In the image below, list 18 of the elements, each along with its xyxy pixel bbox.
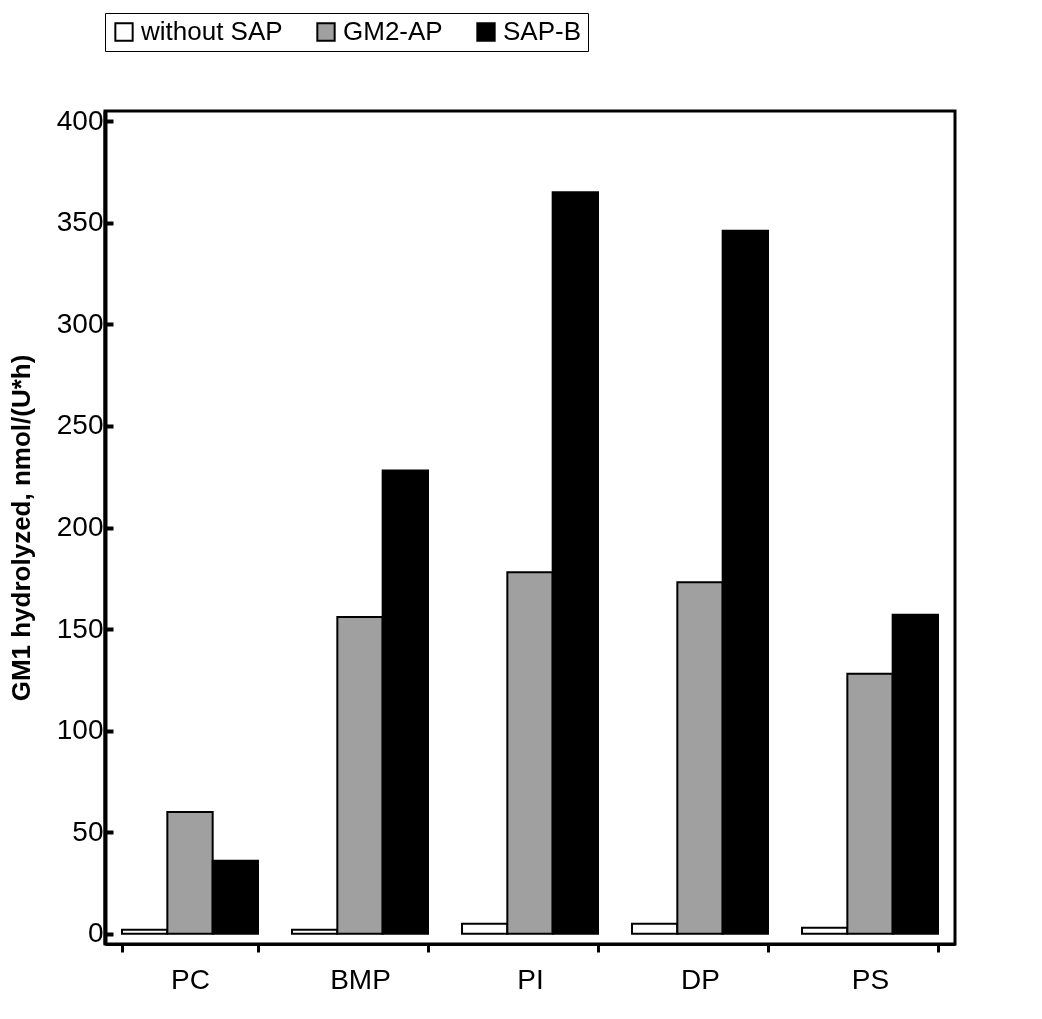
legend-label: GM2-AP (343, 16, 443, 46)
legend-label: SAP-B (503, 16, 582, 46)
x-tick-label: PI (517, 963, 544, 995)
y-tick-label: 250 (56, 409, 104, 441)
y-tick-label: 150 (56, 612, 104, 644)
y-tick-label: 50 (72, 815, 104, 847)
x-tick-label: PC (171, 963, 210, 995)
y-axis-title: GM1 hydrolyzed, nmol/(U*h) (5, 354, 36, 702)
legend-label: without SAP (140, 16, 283, 46)
y-tick-label: 300 (56, 307, 104, 339)
x-tick-label: PS (851, 963, 890, 995)
y-tick-label: 350 (56, 206, 104, 238)
x-tick-label: BMP (330, 963, 391, 995)
x-tick-label: DP (681, 963, 720, 995)
y-tick-label: 200 (56, 511, 104, 542)
y-tick-label: 100 (56, 714, 104, 746)
y-tick-label: 0 (87, 917, 104, 949)
y-tick-label: 400 (56, 104, 104, 136)
